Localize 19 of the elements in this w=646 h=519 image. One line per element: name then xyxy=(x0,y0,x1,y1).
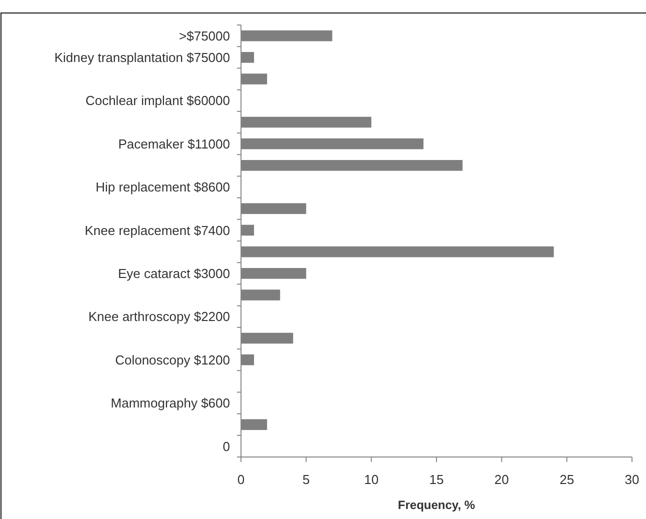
y-tick-label: Pacemaker $11000 xyxy=(118,136,230,152)
y-tick-label: 0 xyxy=(222,438,230,454)
x-tick-label: 20 xyxy=(494,472,509,487)
x-tick-label: 15 xyxy=(429,472,444,487)
y-tick-label: Eye cataract $3000 xyxy=(118,266,230,281)
y-tick-label: Colonoscopy $1200 xyxy=(115,352,230,368)
x-tick-label: 0 xyxy=(237,472,245,487)
x-tick-label: 25 xyxy=(560,472,574,487)
y-tick-label: Cochlear implant $60000 xyxy=(85,93,230,108)
y-tick-label: Kidney transplantation $75000 xyxy=(54,50,230,65)
x-axis-title: Frequency, % xyxy=(398,498,476,512)
y-tick-label: >$75000 xyxy=(179,28,230,44)
x-tick-label: 30 xyxy=(624,472,640,487)
x-tick-label: 5 xyxy=(302,472,310,487)
y-tick-label: Knee replacement $7400 xyxy=(84,222,230,238)
y-tick-label: Mammography $600 xyxy=(110,396,230,411)
x-tick-label: 10 xyxy=(364,472,379,487)
y-tick-label: Knee arthroscopy $2200 xyxy=(88,309,230,324)
y-tick-label: Hip replacement $8600 xyxy=(96,180,230,195)
